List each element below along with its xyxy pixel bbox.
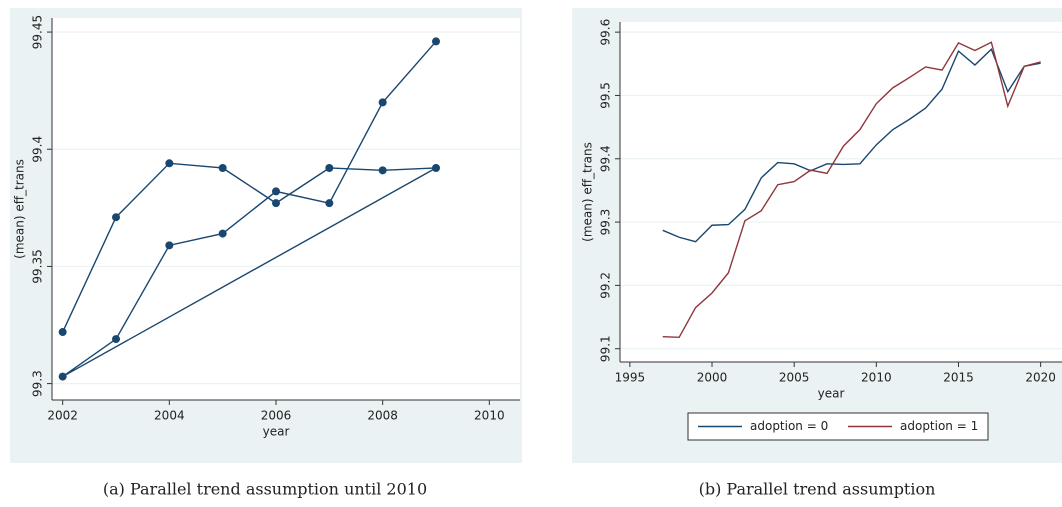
- marker: [112, 213, 120, 222]
- y-axis-title: (mean) eff_trans: [581, 142, 595, 242]
- marker: [272, 199, 280, 208]
- y-tick-label: 99.2: [599, 272, 613, 299]
- x-tick-label: 2004: [154, 409, 185, 423]
- y-tick-label: 99.35: [31, 249, 45, 283]
- x-tick-label: 1995: [615, 371, 646, 385]
- marker: [325, 199, 334, 208]
- marker: [165, 159, 174, 168]
- y-tick-label: 99.5: [599, 82, 613, 109]
- marker: [165, 241, 174, 250]
- x-tick-label: 2005: [779, 371, 810, 385]
- marker: [58, 372, 67, 381]
- x-tick-label: 2010: [474, 409, 505, 423]
- marker: [378, 98, 387, 107]
- x-tick-label: 2008: [367, 409, 398, 423]
- series-line: [62, 40, 437, 378]
- marker: [218, 163, 227, 172]
- y-tick-label: 99.45: [31, 15, 45, 49]
- y-axis-title: (mean) eff_trans: [13, 159, 27, 259]
- x-axis-title: year: [263, 425, 290, 439]
- legend-label: adoption = 1: [900, 419, 978, 433]
- marker: [58, 328, 67, 337]
- x-tick-label: 2020: [1025, 371, 1056, 385]
- series-line: [662, 47, 1041, 243]
- y-tick-label: 99.4: [31, 136, 45, 163]
- caption: (b) Parallel trend assumption: [699, 480, 936, 499]
- marker: [272, 187, 280, 196]
- marker: [432, 37, 440, 46]
- marker: [378, 166, 387, 175]
- caption: (a) Parallel trend assumption until 2010: [103, 480, 427, 499]
- x-tick-label: 2015: [943, 371, 974, 385]
- x-tick-label: 2000: [697, 371, 728, 385]
- y-tick-label: 99.3: [599, 209, 613, 236]
- y-tick-label: 99.1: [599, 335, 613, 362]
- legend-label: adoption = 0: [750, 419, 828, 433]
- series-line: [662, 41, 1041, 339]
- marker: [325, 163, 334, 172]
- plot-area: [52, 18, 520, 400]
- x-axis-title: year: [818, 387, 845, 401]
- y-tick-label: 99.4: [599, 145, 613, 172]
- x-tick-label: 2006: [261, 409, 292, 423]
- x-tick-label: 2010: [861, 371, 892, 385]
- y-tick-label: 99.6: [599, 19, 613, 46]
- marker: [112, 335, 120, 344]
- x-tick-label: 2002: [47, 409, 78, 423]
- marker: [218, 229, 227, 238]
- plot-area: [620, 22, 1062, 362]
- marker: [432, 163, 440, 172]
- y-tick-label: 99.3: [31, 370, 45, 397]
